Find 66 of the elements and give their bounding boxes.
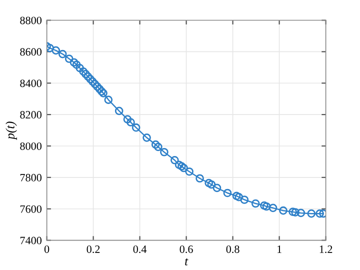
point	[232, 192, 241, 200]
point	[207, 180, 216, 189]
point	[93, 82, 102, 91]
y-tick-label: 7600	[20, 205, 42, 213]
point	[84, 72, 92, 81]
y-axis-title: p(t)	[6, 122, 17, 140]
x-tick-label: 1.2	[320, 246, 332, 254]
point	[70, 58, 78, 67]
point	[196, 174, 204, 183]
y-tick-label: 8800	[20, 16, 42, 24]
point	[316, 209, 324, 218]
point	[160, 148, 168, 156]
point	[212, 184, 222, 192]
point	[180, 164, 188, 172]
point	[46, 44, 54, 52]
x-tick-label: 0.2	[86, 245, 100, 254]
point	[154, 142, 162, 152]
y-tick-label: 7800	[20, 174, 42, 182]
y-tick-label: 8400	[20, 80, 42, 88]
point	[123, 115, 132, 124]
point	[114, 106, 124, 116]
x-tick-label: 0.8	[226, 245, 240, 254]
point	[88, 77, 97, 86]
point	[104, 96, 113, 104]
point	[79, 67, 88, 76]
point	[296, 208, 306, 218]
point	[52, 46, 60, 55]
point	[86, 74, 94, 84]
point	[288, 208, 297, 216]
point	[177, 162, 186, 170]
y-tick-label: 8000	[20, 142, 42, 150]
x-tick-label: 0	[44, 245, 50, 253]
point	[268, 204, 278, 212]
x-axis-title: t	[185, 258, 188, 266]
y-tick-label: 8200	[20, 111, 42, 119]
point	[279, 206, 288, 215]
y-tick-label: 8600	[20, 48, 42, 56]
point	[307, 209, 316, 218]
point	[90, 80, 100, 88]
x-tick-label: 1	[278, 246, 282, 253]
point	[240, 196, 249, 204]
point	[170, 156, 179, 164]
point	[223, 188, 232, 198]
point	[260, 201, 268, 210]
point	[291, 208, 300, 216]
point	[185, 167, 194, 176]
point	[58, 50, 67, 58]
x-tick-label: 0.6	[180, 245, 193, 254]
point	[204, 178, 214, 188]
point	[126, 118, 135, 126]
point	[64, 54, 74, 63]
point	[262, 202, 271, 211]
point	[98, 87, 106, 96]
point	[81, 70, 90, 78]
point	[234, 192, 244, 202]
x-tick-label: 0.4	[133, 245, 147, 254]
point	[251, 199, 260, 208]
point	[174, 160, 184, 170]
point	[99, 89, 108, 98]
y-tick-label: 7400	[20, 236, 42, 244]
point	[132, 123, 140, 132]
point	[72, 60, 81, 69]
point	[76, 64, 84, 72]
point	[151, 140, 160, 149]
point	[142, 133, 151, 142]
point	[95, 84, 104, 94]
